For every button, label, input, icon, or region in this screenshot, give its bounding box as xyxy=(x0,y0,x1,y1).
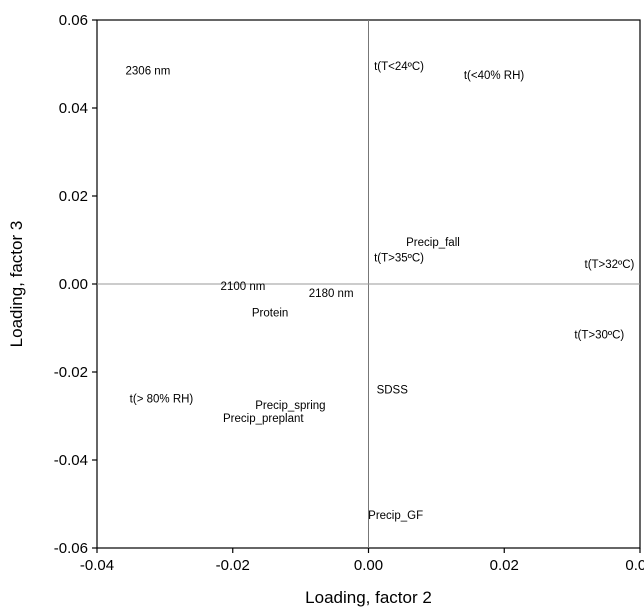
x-tick-label: -0.04 xyxy=(80,557,114,574)
y-tick-label: 0.00 xyxy=(59,276,88,293)
point-label: 2180 nm xyxy=(309,288,354,300)
point-label: Precip_preplant xyxy=(223,413,304,425)
point-labels: 2306 nm t(T<24ºC) t(<40% RH) Precip_fall t(T… xyxy=(126,61,635,522)
point-label: 2100 nm xyxy=(221,281,266,293)
point-label: t(> 80% RH) xyxy=(130,393,194,405)
point-label: Precip_fall xyxy=(406,237,460,249)
y-tick-label: 0.02 xyxy=(59,188,88,205)
y-tick-label: -0.06 xyxy=(54,540,88,557)
y-tick-label: -0.02 xyxy=(54,364,88,381)
x-tick-label: -0.02 xyxy=(216,557,250,574)
y-axis-title: Loading, factor 3 xyxy=(7,221,26,348)
y-tick-label: 0.04 xyxy=(59,100,88,117)
point-label: t(T>32ºC) xyxy=(585,259,635,271)
point-label: t(T>30ºC) xyxy=(574,330,624,342)
x-axis-title: Loading, factor 2 xyxy=(305,588,432,607)
axis-ticks: -0.04-0.020.000.020.04-0.06-0.04-0.020.0… xyxy=(54,12,644,574)
point-label: t(<40% RH) xyxy=(464,70,525,82)
y-tick-label: 0.06 xyxy=(59,12,88,29)
point-label: t(T<24ºC) xyxy=(374,61,424,73)
point-label: SDSS xyxy=(377,385,409,397)
point-label: Precip_GF xyxy=(368,510,423,522)
x-tick-label: 0.02 xyxy=(490,557,519,574)
x-tick-label: 0.00 xyxy=(354,557,383,574)
point-label: t(T>35ºC) xyxy=(374,253,424,265)
reference-lines xyxy=(97,20,640,548)
y-tick-label: -0.04 xyxy=(54,452,88,469)
point-label: Precip_spring xyxy=(255,400,325,412)
point-label: 2306 nm xyxy=(126,66,171,78)
point-label: Protein xyxy=(252,308,288,320)
x-tick-label: 0.04 xyxy=(625,557,644,574)
